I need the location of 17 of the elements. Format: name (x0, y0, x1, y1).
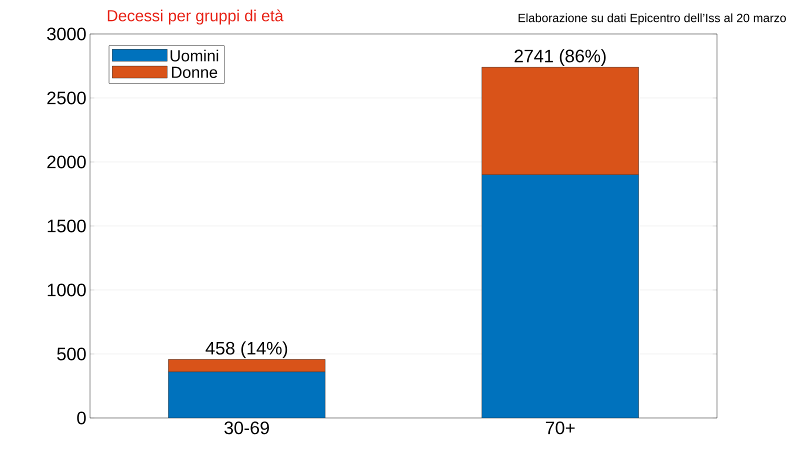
bar (482, 174, 639, 418)
chart-title: Decessi per gruppi di età (108, 9, 284, 25)
legend-label: Uomini (170, 50, 218, 62)
total-label: 458 (14%) (206, 341, 288, 358)
total-label: 2741 (86%) (514, 49, 606, 66)
y-tick-label: 0 (77, 412, 86, 424)
y-tick-label: 1000 (48, 284, 86, 296)
bar (168, 372, 326, 418)
y-tick-label: 1500 (48, 220, 86, 232)
x-tick-label: 30-69 (224, 422, 269, 434)
legend-label: Donne (172, 66, 218, 78)
x-tick-label: 70+ (546, 422, 575, 434)
text: Elaborazione su dati Epicentro dell’Iss al 20 marzo (518, 13, 786, 25)
y-tick-label: 500 (57, 348, 86, 360)
y-tick-label: 3000 (47, 28, 86, 40)
y-tick-label: 2500 (47, 92, 86, 104)
y-tick-label: 2000 (47, 156, 86, 168)
